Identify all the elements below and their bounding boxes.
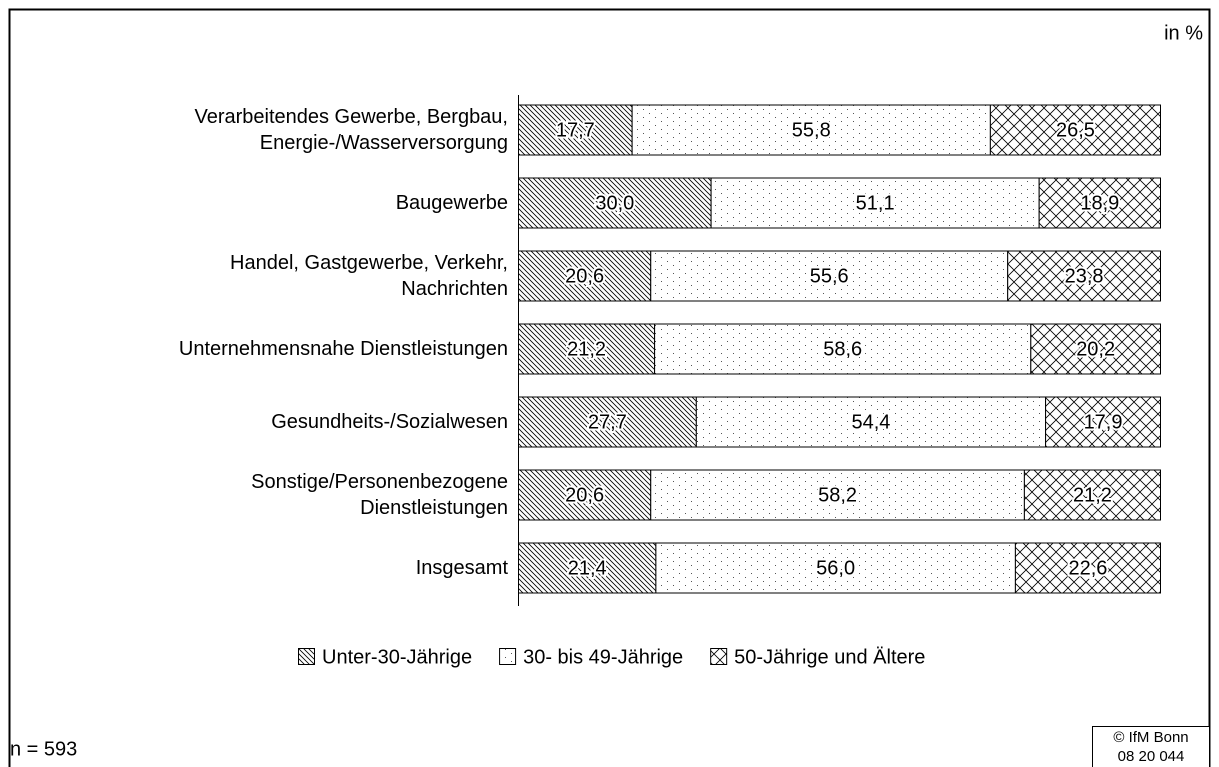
value-label: 21,2 — [567, 338, 606, 360]
bar-segment — [1038, 177, 1161, 229]
value-label: 20,6 — [565, 484, 604, 506]
value-label: 17,9 — [1084, 411, 1123, 433]
bar-segment — [650, 250, 1009, 302]
value-label: 58,6 — [823, 338, 862, 360]
value-label: 58,2 — [818, 484, 857, 506]
value-label: 27,7 — [588, 411, 627, 433]
legend-swatch — [710, 648, 728, 665]
bar-segment — [655, 542, 1016, 594]
value-label: 20,6 — [565, 265, 604, 287]
category-label: Baugewerbe — [395, 192, 508, 214]
category-label: Verarbeitendes Gewerbe, Bergbau, Energie… — [194, 106, 508, 154]
value-label: 30,0 — [595, 192, 634, 214]
bar-segment — [654, 323, 1032, 375]
bar-segment — [1030, 323, 1162, 375]
source-line: © IfM Bonn — [1113, 729, 1188, 746]
category-label: Unternehmensnahe Dienstleistungen — [178, 338, 508, 360]
value-label: 18,9 — [1080, 192, 1119, 214]
bar-segment — [1014, 542, 1162, 594]
value-label: 21,4 — [568, 557, 607, 579]
sample-note: n = 593 — [10, 738, 77, 760]
legend-label: 50-Jährige und Ältere — [734, 646, 925, 668]
value-label: 20,2 — [1076, 338, 1115, 360]
category-label: Insgesamt — [415, 557, 508, 579]
source-box — [1092, 726, 1210, 767]
bar-segment — [518, 104, 633, 156]
category-label: Gesundheits-/Sozialwesen — [271, 411, 508, 433]
value-label: 51,1 — [856, 192, 895, 214]
value-label: 23,8 — [1065, 265, 1104, 287]
bar-segment — [518, 396, 697, 448]
legend-label: 30- bis 49-Jährige — [523, 646, 683, 668]
bar-segment — [518, 542, 657, 594]
bar-segment — [710, 177, 1040, 229]
legend-swatch — [298, 648, 315, 665]
bar-segment — [989, 104, 1161, 156]
bar-segment — [650, 469, 1025, 521]
value-label: 21,2 — [1073, 484, 1112, 506]
value-label: 55,8 — [792, 119, 831, 141]
frame — [8, 8, 1211, 767]
source-line: 08 20 044 — [1118, 748, 1185, 765]
bar-segment — [518, 323, 656, 375]
value-label: 56,0 — [816, 557, 855, 579]
bar-segment — [518, 469, 652, 521]
bar-segment — [695, 396, 1047, 448]
value-label: 22,6 — [1068, 557, 1107, 579]
bar-segment — [631, 104, 991, 156]
bar-segment — [1007, 250, 1161, 302]
legend-label: Unter-30-Jährige — [322, 646, 472, 668]
value-label: 55,6 — [810, 265, 849, 287]
unit-note: in % — [1164, 22, 1203, 44]
bar-segment — [1045, 396, 1162, 448]
bar-segment — [518, 177, 712, 229]
value-label: 17,7 — [556, 119, 595, 141]
category-label: Sonstige/Personenbezogene Dienstleistung… — [251, 471, 508, 519]
value-label: 54,4 — [851, 411, 890, 433]
bar-segment — [1023, 469, 1161, 521]
legend-swatch — [499, 648, 517, 665]
category-label: Handel, Gastgewerbe, Verkehr, Nachrichte… — [230, 252, 508, 300]
value-label: 26,5 — [1056, 119, 1095, 141]
